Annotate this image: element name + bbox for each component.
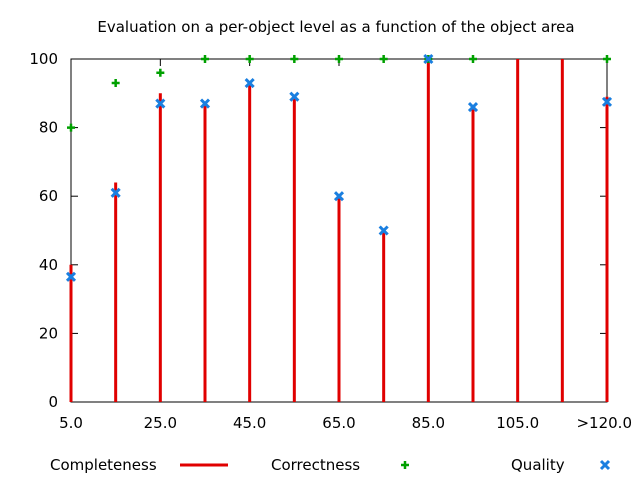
legend-label-completeness: Completeness (50, 456, 157, 474)
quality-point (110, 187, 121, 198)
legend-swatch-quality (599, 459, 611, 471)
y-tick-label: 20 (39, 324, 58, 342)
legend-swatch-correctness (401, 461, 409, 469)
y-tick-label: 80 (39, 119, 58, 137)
x-tick-label: 65.0 (322, 414, 355, 432)
quality-point (199, 98, 211, 109)
legend: Completeness Correctness Quality (50, 456, 611, 474)
y-tick-label: 60 (39, 187, 58, 205)
correctness-point (67, 123, 75, 132)
correctness-point (111, 79, 120, 88)
correctness-point (603, 55, 611, 63)
quality-point (155, 98, 166, 109)
x-tick-label: >120.0 (576, 414, 632, 432)
quality-point (423, 53, 434, 65)
quality-point (289, 91, 300, 102)
y-tick-label: 0 (48, 393, 58, 411)
correctness-point (469, 55, 477, 63)
quality-point (378, 225, 389, 236)
correctness-series (67, 55, 611, 132)
axes: 0 20 40 60 80 100 5.0 25.0 45.0 65.0 85.0 105.0 >120… (29, 50, 632, 432)
quality-point (467, 101, 479, 113)
correctness-point (335, 55, 343, 63)
correctness-point (201, 55, 209, 63)
correctness-point (379, 55, 388, 63)
quality-point (333, 191, 345, 202)
y-tick-label: 40 (39, 256, 58, 274)
chart-title: Evaluation on a per-object level as a fu… (97, 18, 574, 36)
x-tick-label: 25.0 (144, 414, 177, 432)
legend-label-quality: Quality (511, 456, 565, 474)
x-tick-label: 45.0 (233, 414, 266, 432)
correctness-point (245, 55, 254, 63)
correctness-point (156, 68, 165, 77)
quality-point (244, 77, 255, 89)
x-tick-label: 5.0 (59, 414, 83, 432)
x-tick-label: 85.0 (412, 414, 445, 432)
y-tick-label: 100 (29, 50, 58, 68)
x-tick-label: 105.0 (496, 414, 539, 432)
quality-point (65, 271, 77, 282)
quality-point (601, 96, 613, 107)
correctness-point (290, 55, 299, 63)
completeness-series (69, 59, 609, 402)
legend-label-correctness: Correctness (271, 456, 360, 474)
quality-series (65, 53, 613, 282)
